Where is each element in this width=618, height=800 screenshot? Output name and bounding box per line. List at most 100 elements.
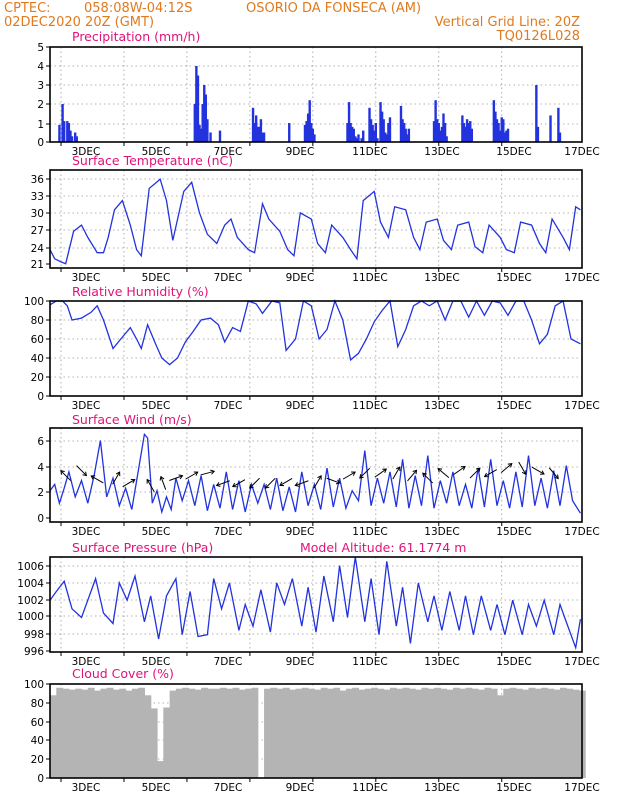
precip-bar [346,123,349,142]
precip-bar [535,85,538,142]
x-tick-label: 3DEC [72,400,101,412]
cloud-bar [364,688,372,778]
wind-arrow [500,463,513,473]
x-tick-label: 3DEC [72,656,101,668]
precip-bar [382,119,385,142]
y-tick-label: 996 [24,646,44,658]
wind-arrow [359,467,371,479]
y-tick-label: 30 [31,208,44,220]
precip-bar [434,100,437,142]
panel-1: 21 24 27 30 33 36 3DEC 5DEC 7DEC 9DEC 11DEC 13DEC 15… [31,153,600,284]
precip-bar [288,123,291,142]
y-tick-label: 40 [31,353,44,365]
wind-arrow [518,461,527,476]
cloud-bar [112,689,120,778]
cloud-bar [144,695,152,778]
cloud-bar [81,689,89,778]
x-tick-label: 15DEC [496,272,531,284]
cloud-bar [226,688,234,778]
plot-frame [49,300,583,397]
precip-bar [347,102,351,142]
precip-bar [494,111,497,142]
wind-arrow [76,465,88,477]
y-tick-label: 1 [37,119,44,131]
precip-bar [445,136,448,142]
panel-4: 996 998 1000 1002 1004 1006 3DEC 5DEC 7DEC 9DEC 11… [17,540,599,668]
cloud-bar [553,689,561,778]
precip-bar [373,130,376,142]
precip-bar [384,132,387,142]
cloud-bar [383,689,391,778]
header-model-code: TQ0126L028 [496,29,580,44]
wind-arrow [215,480,230,487]
cloud-bar [497,695,504,778]
cloud-bar [465,687,473,778]
wind-arrow [146,478,155,492]
x-tick-label: 5DEC [142,400,171,412]
wind-arrow [453,466,466,476]
y-tick-label: 6 [37,436,44,448]
precip-bar [253,123,256,142]
cloud-bar [264,688,271,778]
cloud-bar [421,687,429,778]
y-tick-label: 80 [31,698,44,710]
cloud-bar [572,689,580,778]
precip-bar [218,130,222,142]
panel-title: Surface Temperature (nC) [72,153,233,168]
x-tick-label: 3DEC [72,146,101,158]
x-tick-label: 17DEC [564,782,599,794]
x-tick-label: 9DEC [286,782,315,794]
x-tick-label: 13DEC [424,272,459,284]
precip-bar [374,123,378,142]
y-tick-label: 0 [37,773,44,785]
y-tick-label: 4 [37,61,44,73]
cloud-bar [282,687,290,778]
panel-title: Cloud Cover (%) [72,666,174,681]
y-tick-label: 0 [37,137,44,149]
wind-arrow [60,470,72,481]
precip-bar [349,123,352,142]
precip-bar [303,124,307,142]
precip-bar [262,132,266,142]
x-tick-label: 5DEC [142,656,171,668]
cloud-bar [566,688,574,778]
y-tick-label: 4 [37,462,44,474]
x-tick-label: 17DEC [564,400,599,412]
cloud-bar [50,695,57,778]
y-tick-label: 20 [31,372,44,384]
precip-bar [549,115,552,142]
x-tick-label: 3DEC [72,272,101,284]
x-tick-label: 5DEC [142,782,171,794]
cloud-bar [471,688,479,778]
cloud-bar [509,687,517,778]
precip-bar [203,85,206,142]
x-tick-label: 11DEC [352,146,387,158]
cloud-bar [238,689,246,778]
cloud-bar [150,708,158,778]
cloud-bar [459,688,467,778]
cloud-bar [289,689,297,778]
precip-bar [495,119,499,142]
precip-bar [465,119,469,142]
precip-bar [306,113,310,142]
cloud-bar [377,688,385,778]
precip-bar [204,94,208,142]
precip-bar [308,100,311,142]
precip-bar [352,128,355,142]
y-tick-label: 3 [37,80,44,92]
model-altitude-label: Model Altitude: 61.1774 m [300,540,466,555]
series-line [49,299,581,366]
precip-bar [492,100,496,142]
plot-frame [49,169,583,269]
x-tick-label: 13DEC [424,656,459,668]
x-tick-label: 7DEC [214,526,243,538]
precip-bar [206,119,209,142]
panel-3: 0 2 4 6 3DEC 5DEC 7DEC 9DEC 11DEC 13DEC 15DEC 17DEC… [37,412,599,538]
precip-bar [258,126,261,142]
cloud-bar [245,688,253,778]
precip-bar [67,123,71,142]
wind-arrow [264,477,276,489]
precip-bar [432,121,436,142]
cloud-bar [251,687,259,778]
precip-bar [313,134,316,142]
